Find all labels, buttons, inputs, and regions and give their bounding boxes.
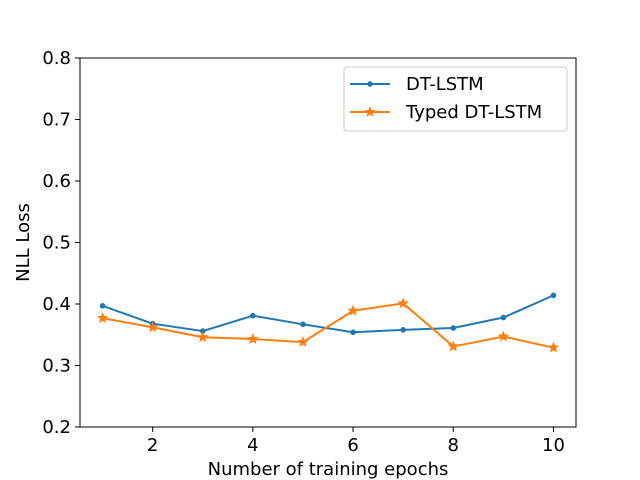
data-point-dt-lstm [450, 325, 457, 331]
y-tick-label: 0.5 [42, 233, 71, 254]
legend: DT-LSTM Typed DT-LSTM [343, 66, 568, 132]
data-point-dt-lstm [500, 314, 507, 321]
data-point-dt-lstm [400, 326, 407, 333]
y-tick-label: 0.8 [42, 48, 71, 69]
data-point-typed-dt-lstm [497, 330, 510, 342]
data-point-dt-lstm [249, 312, 256, 319]
data-point-typed-dt-lstm [96, 312, 109, 323]
series-line-dt-lstm [102, 294, 554, 334]
data-point-dt-lstm [550, 292, 557, 299]
data-point-typed-dt-lstm [547, 341, 560, 353]
data-point-typed-dt-lstm [447, 340, 459, 352]
data-point-typed-dt-lstm [247, 333, 259, 344]
legend-marker [367, 81, 373, 87]
data-point-dt-lstm [99, 302, 106, 309]
x-axis-label: Number of training epochs [208, 459, 449, 480]
x-tick-label: 2 [147, 435, 158, 456]
x-tick-label: 8 [448, 435, 459, 456]
legend-box [343, 66, 568, 132]
y-tick-label: 0.6 [42, 171, 71, 192]
series-line-typed-dt-lstm [102, 302, 554, 349]
y-axis-label: NLL Loss [13, 203, 34, 282]
data-point-typed-dt-lstm [146, 321, 159, 333]
y-axis: 0.2 0.3 0.4 0.5 0.6 0.7 0.8 [42, 48, 80, 438]
data-point-typed-dt-lstm [347, 304, 359, 316]
data-point-typed-dt-lstm [197, 331, 209, 343]
y-tick-label: 0.4 [42, 294, 71, 315]
legend-label: Typed DT-LSTM [405, 102, 542, 123]
data-point-dt-lstm [300, 321, 306, 328]
x-tick-label: 6 [347, 435, 358, 456]
legend-label: DT-LSTM [406, 74, 484, 95]
x-tick-label: 4 [247, 435, 258, 456]
y-tick-label: 0.3 [42, 356, 71, 377]
legend-marker [364, 105, 376, 117]
y-tick-label: 0.2 [42, 417, 71, 438]
y-tick-label: 0.7 [42, 110, 71, 131]
data-point-dt-lstm [350, 329, 356, 336]
plot-lines [96, 292, 560, 353]
data-point-typed-dt-lstm [297, 336, 309, 347]
data-point-typed-dt-lstm [397, 297, 409, 309]
x-tick-label: 10 [542, 435, 565, 456]
x-axis: 2 4 6 8 10 [147, 427, 565, 456]
